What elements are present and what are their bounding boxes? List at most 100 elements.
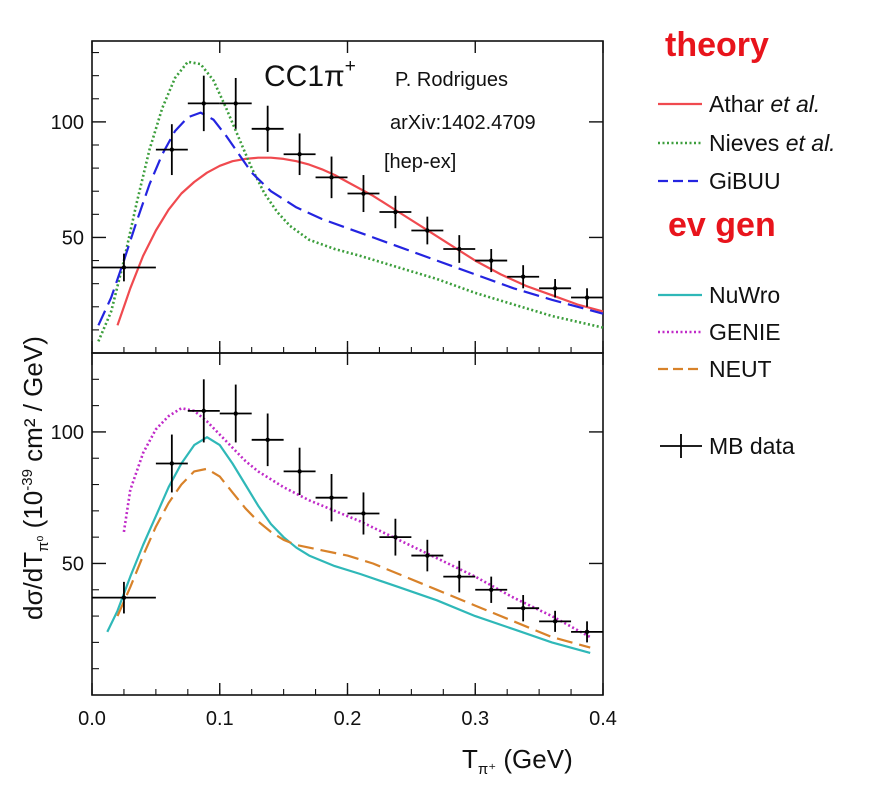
data-point-data bbox=[571, 288, 603, 307]
data-point-data bbox=[379, 518, 412, 556]
data-point-data bbox=[92, 581, 156, 614]
data-point-data bbox=[475, 249, 508, 273]
data-point-marker bbox=[361, 191, 366, 196]
y-tick-label: 100 bbox=[51, 112, 84, 134]
data-point-data bbox=[251, 105, 284, 152]
annotation-category: [hep-ex] bbox=[384, 151, 456, 173]
data-point-data bbox=[443, 560, 476, 593]
data-point-marker bbox=[121, 595, 127, 600]
data-point-data bbox=[571, 621, 603, 643]
data-point-data bbox=[347, 492, 380, 535]
data-point-marker bbox=[169, 147, 175, 152]
legend-label-nieves: Nieves et al. bbox=[709, 130, 836, 156]
data-point-data bbox=[92, 253, 156, 282]
legend-label-athar: Athar et al. bbox=[709, 91, 820, 117]
data-point-data bbox=[315, 474, 348, 522]
data-point-marker bbox=[121, 265, 127, 270]
data-point-data bbox=[283, 447, 316, 496]
annotation-arxiv: arXiv:1402.4709 bbox=[390, 112, 536, 134]
top-panel-series bbox=[92, 60, 604, 342]
data-point-data bbox=[411, 539, 444, 572]
legend-label-neut: NEUT bbox=[709, 356, 772, 382]
series-line-neut bbox=[116, 467, 591, 649]
y-axis-title: dσ/dTπ⁰ (10-39 cm² / GeV) bbox=[18, 336, 52, 620]
axis-ticks: 50 100 0.0 0.1 0.2 0.3 0.4 50 100 bbox=[51, 41, 617, 730]
data-point-marker bbox=[489, 587, 494, 592]
data-point-data bbox=[443, 235, 476, 263]
legend-label-nuwro: NuWro bbox=[709, 282, 780, 308]
legend-heading-evgen: ev gen bbox=[668, 206, 776, 244]
data-point-marker bbox=[393, 209, 398, 215]
legend-entry-gibuu: GiBUU bbox=[658, 168, 781, 194]
data-point-data bbox=[283, 133, 316, 176]
data-point-marker bbox=[584, 295, 590, 300]
series-line-nuwro bbox=[106, 436, 591, 654]
data-point-data bbox=[187, 379, 220, 443]
data-point-marker bbox=[297, 469, 302, 474]
data-point-marker bbox=[233, 411, 238, 416]
data-point-data bbox=[155, 124, 188, 176]
top-panel-frame bbox=[91, 40, 604, 354]
data-point-data bbox=[539, 610, 572, 632]
y-tick-label: 100 bbox=[51, 422, 84, 444]
annotation-author: P. Rodrigues bbox=[395, 69, 508, 91]
series-line-gibuu bbox=[97, 111, 604, 326]
data-point-data bbox=[411, 216, 444, 245]
data-point-data bbox=[315, 156, 348, 199]
data-point-marker bbox=[201, 408, 206, 414]
data-point-data bbox=[155, 434, 188, 493]
legend-heading-theory: theory bbox=[665, 26, 769, 64]
legend-entry-data: MB data bbox=[660, 433, 795, 459]
data-point-marker bbox=[457, 246, 462, 252]
data-point-marker bbox=[265, 437, 270, 443]
data-point-data bbox=[379, 195, 412, 229]
data-point-data bbox=[507, 265, 540, 289]
data-point-marker bbox=[265, 126, 270, 132]
data-point-marker bbox=[552, 286, 558, 291]
bottom-panel-series bbox=[92, 379, 603, 654]
data-point-marker bbox=[233, 101, 238, 106]
legend-entry-nieves: Nieves et al. bbox=[658, 130, 836, 156]
data-point-marker bbox=[201, 101, 206, 106]
legend-entry-athar: Athar et al. bbox=[658, 91, 820, 117]
series-line-nieves bbox=[97, 60, 604, 342]
data-point-data bbox=[219, 77, 252, 129]
data-point-marker bbox=[520, 274, 526, 279]
data-point-marker bbox=[361, 511, 366, 516]
process-label: CC1π+ bbox=[264, 56, 356, 93]
bottom-panel-frame bbox=[91, 352, 604, 696]
data-point-data bbox=[219, 384, 252, 443]
data-point-data bbox=[251, 413, 284, 467]
data-point-marker bbox=[584, 629, 590, 635]
data-point-data bbox=[475, 576, 508, 603]
data-point-marker bbox=[520, 605, 526, 611]
data-point-marker bbox=[457, 574, 462, 579]
data-point-data bbox=[347, 175, 380, 213]
data-point-marker bbox=[425, 228, 430, 233]
x-axis-title: Tπ⁺ (GeV) bbox=[462, 744, 573, 778]
series-line-genie bbox=[122, 406, 591, 639]
legend: theory ev gen Athar et al. Nieves et al. G… bbox=[658, 26, 836, 459]
data-point-marker bbox=[393, 534, 398, 540]
series-line-athar bbox=[116, 156, 604, 326]
y-tick-label: 50 bbox=[62, 553, 84, 575]
data-point-marker bbox=[329, 495, 334, 500]
data-point-data bbox=[507, 595, 540, 622]
x-tick-label: 0.3 bbox=[461, 708, 489, 730]
data-point-marker bbox=[425, 553, 430, 558]
legend-label-gibuu: GiBUU bbox=[709, 168, 781, 194]
legend-entry-genie: GENIE bbox=[658, 319, 781, 345]
data-point-marker bbox=[329, 175, 334, 180]
x-tick-label: 0.4 bbox=[589, 708, 617, 730]
y-tick-label: 50 bbox=[62, 227, 84, 249]
data-point-marker bbox=[552, 619, 558, 624]
data-point-marker bbox=[169, 461, 175, 466]
data-point-data bbox=[539, 279, 572, 298]
legend-entry-neut: NEUT bbox=[658, 356, 772, 382]
x-tick-label: 0.1 bbox=[206, 708, 234, 730]
legend-label-data: MB data bbox=[709, 433, 795, 459]
legend-entry-nuwro: NuWro bbox=[658, 282, 780, 308]
x-tick-label: 0.0 bbox=[78, 708, 106, 730]
data-point-marker bbox=[297, 152, 302, 157]
